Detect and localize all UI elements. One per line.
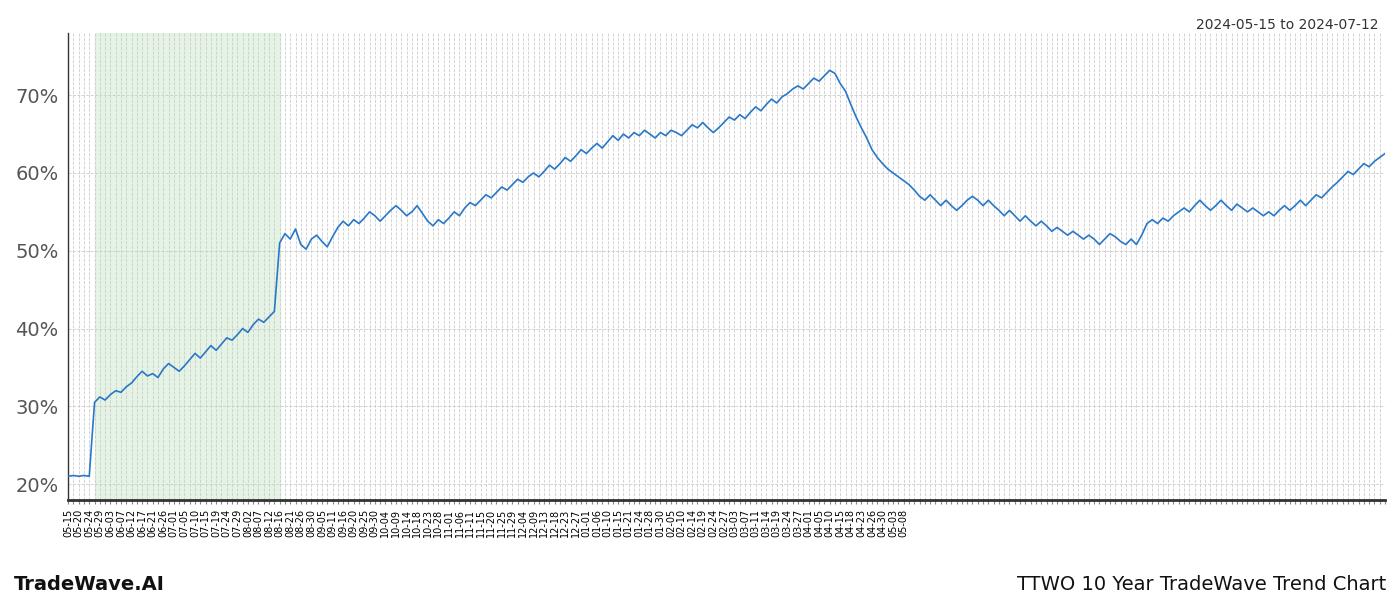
Bar bbox=[95, 33, 280, 500]
Text: 2024-05-15 to 2024-07-12: 2024-05-15 to 2024-07-12 bbox=[1197, 18, 1379, 32]
Text: TTWO 10 Year TradeWave Trend Chart: TTWO 10 Year TradeWave Trend Chart bbox=[1016, 575, 1386, 594]
Text: TradeWave.AI: TradeWave.AI bbox=[14, 575, 165, 594]
